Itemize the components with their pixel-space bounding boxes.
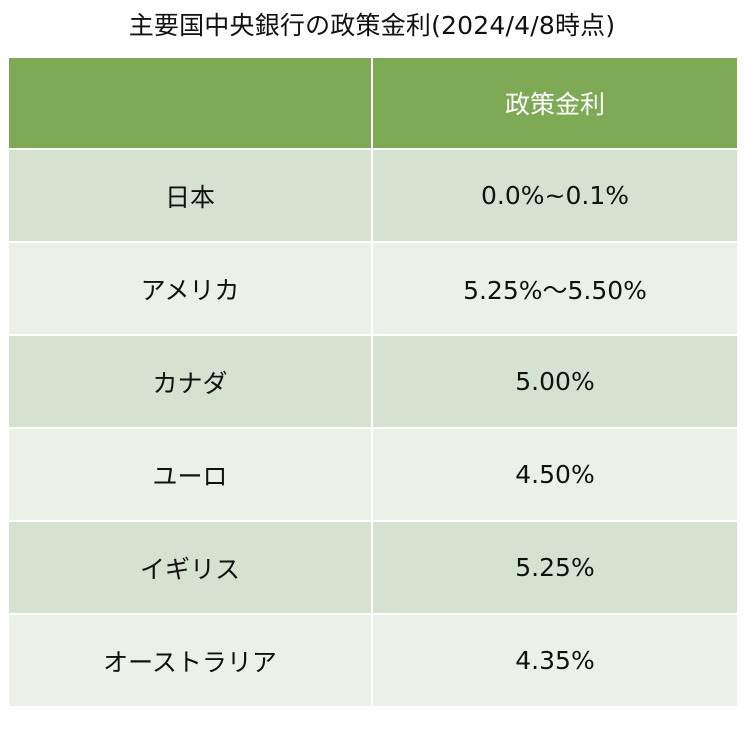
rate-cell: 4.50% bbox=[371, 427, 739, 522]
table-row: 日本 0.0%~0.1% bbox=[7, 148, 739, 243]
page-title: 主要国中央銀行の政策金利(2024/4/8時点) bbox=[128, 11, 616, 40]
policy-rate-table: 政策金利 日本 0.0%~0.1% アメリカ 5.25%〜5.50% カナダ 5… bbox=[7, 56, 739, 708]
rate-cell: 5.25%〜5.50% bbox=[371, 241, 739, 336]
rate-cell: 5.00% bbox=[371, 334, 739, 429]
country-cell: アメリカ bbox=[7, 241, 373, 336]
header-country bbox=[7, 56, 373, 150]
rate-cell: 4.35% bbox=[371, 613, 739, 708]
table-row: オーストラリア 4.35% bbox=[7, 613, 739, 708]
country-cell: オーストラリア bbox=[7, 613, 373, 708]
table-row: イギリス 5.25% bbox=[7, 520, 739, 615]
country-cell: ユーロ bbox=[7, 427, 373, 522]
table-header-row: 政策金利 bbox=[7, 56, 739, 150]
country-cell: 日本 bbox=[7, 148, 373, 243]
country-cell: カナダ bbox=[7, 334, 373, 429]
header-policy-rate: 政策金利 bbox=[371, 56, 739, 150]
table-row: ユーロ 4.50% bbox=[7, 427, 739, 522]
country-cell: イギリス bbox=[7, 520, 373, 615]
table-row: アメリカ 5.25%〜5.50% bbox=[7, 241, 739, 336]
table-row: カナダ 5.00% bbox=[7, 334, 739, 429]
rate-cell: 5.25% bbox=[371, 520, 739, 615]
rate-cell: 0.0%~0.1% bbox=[371, 148, 739, 243]
